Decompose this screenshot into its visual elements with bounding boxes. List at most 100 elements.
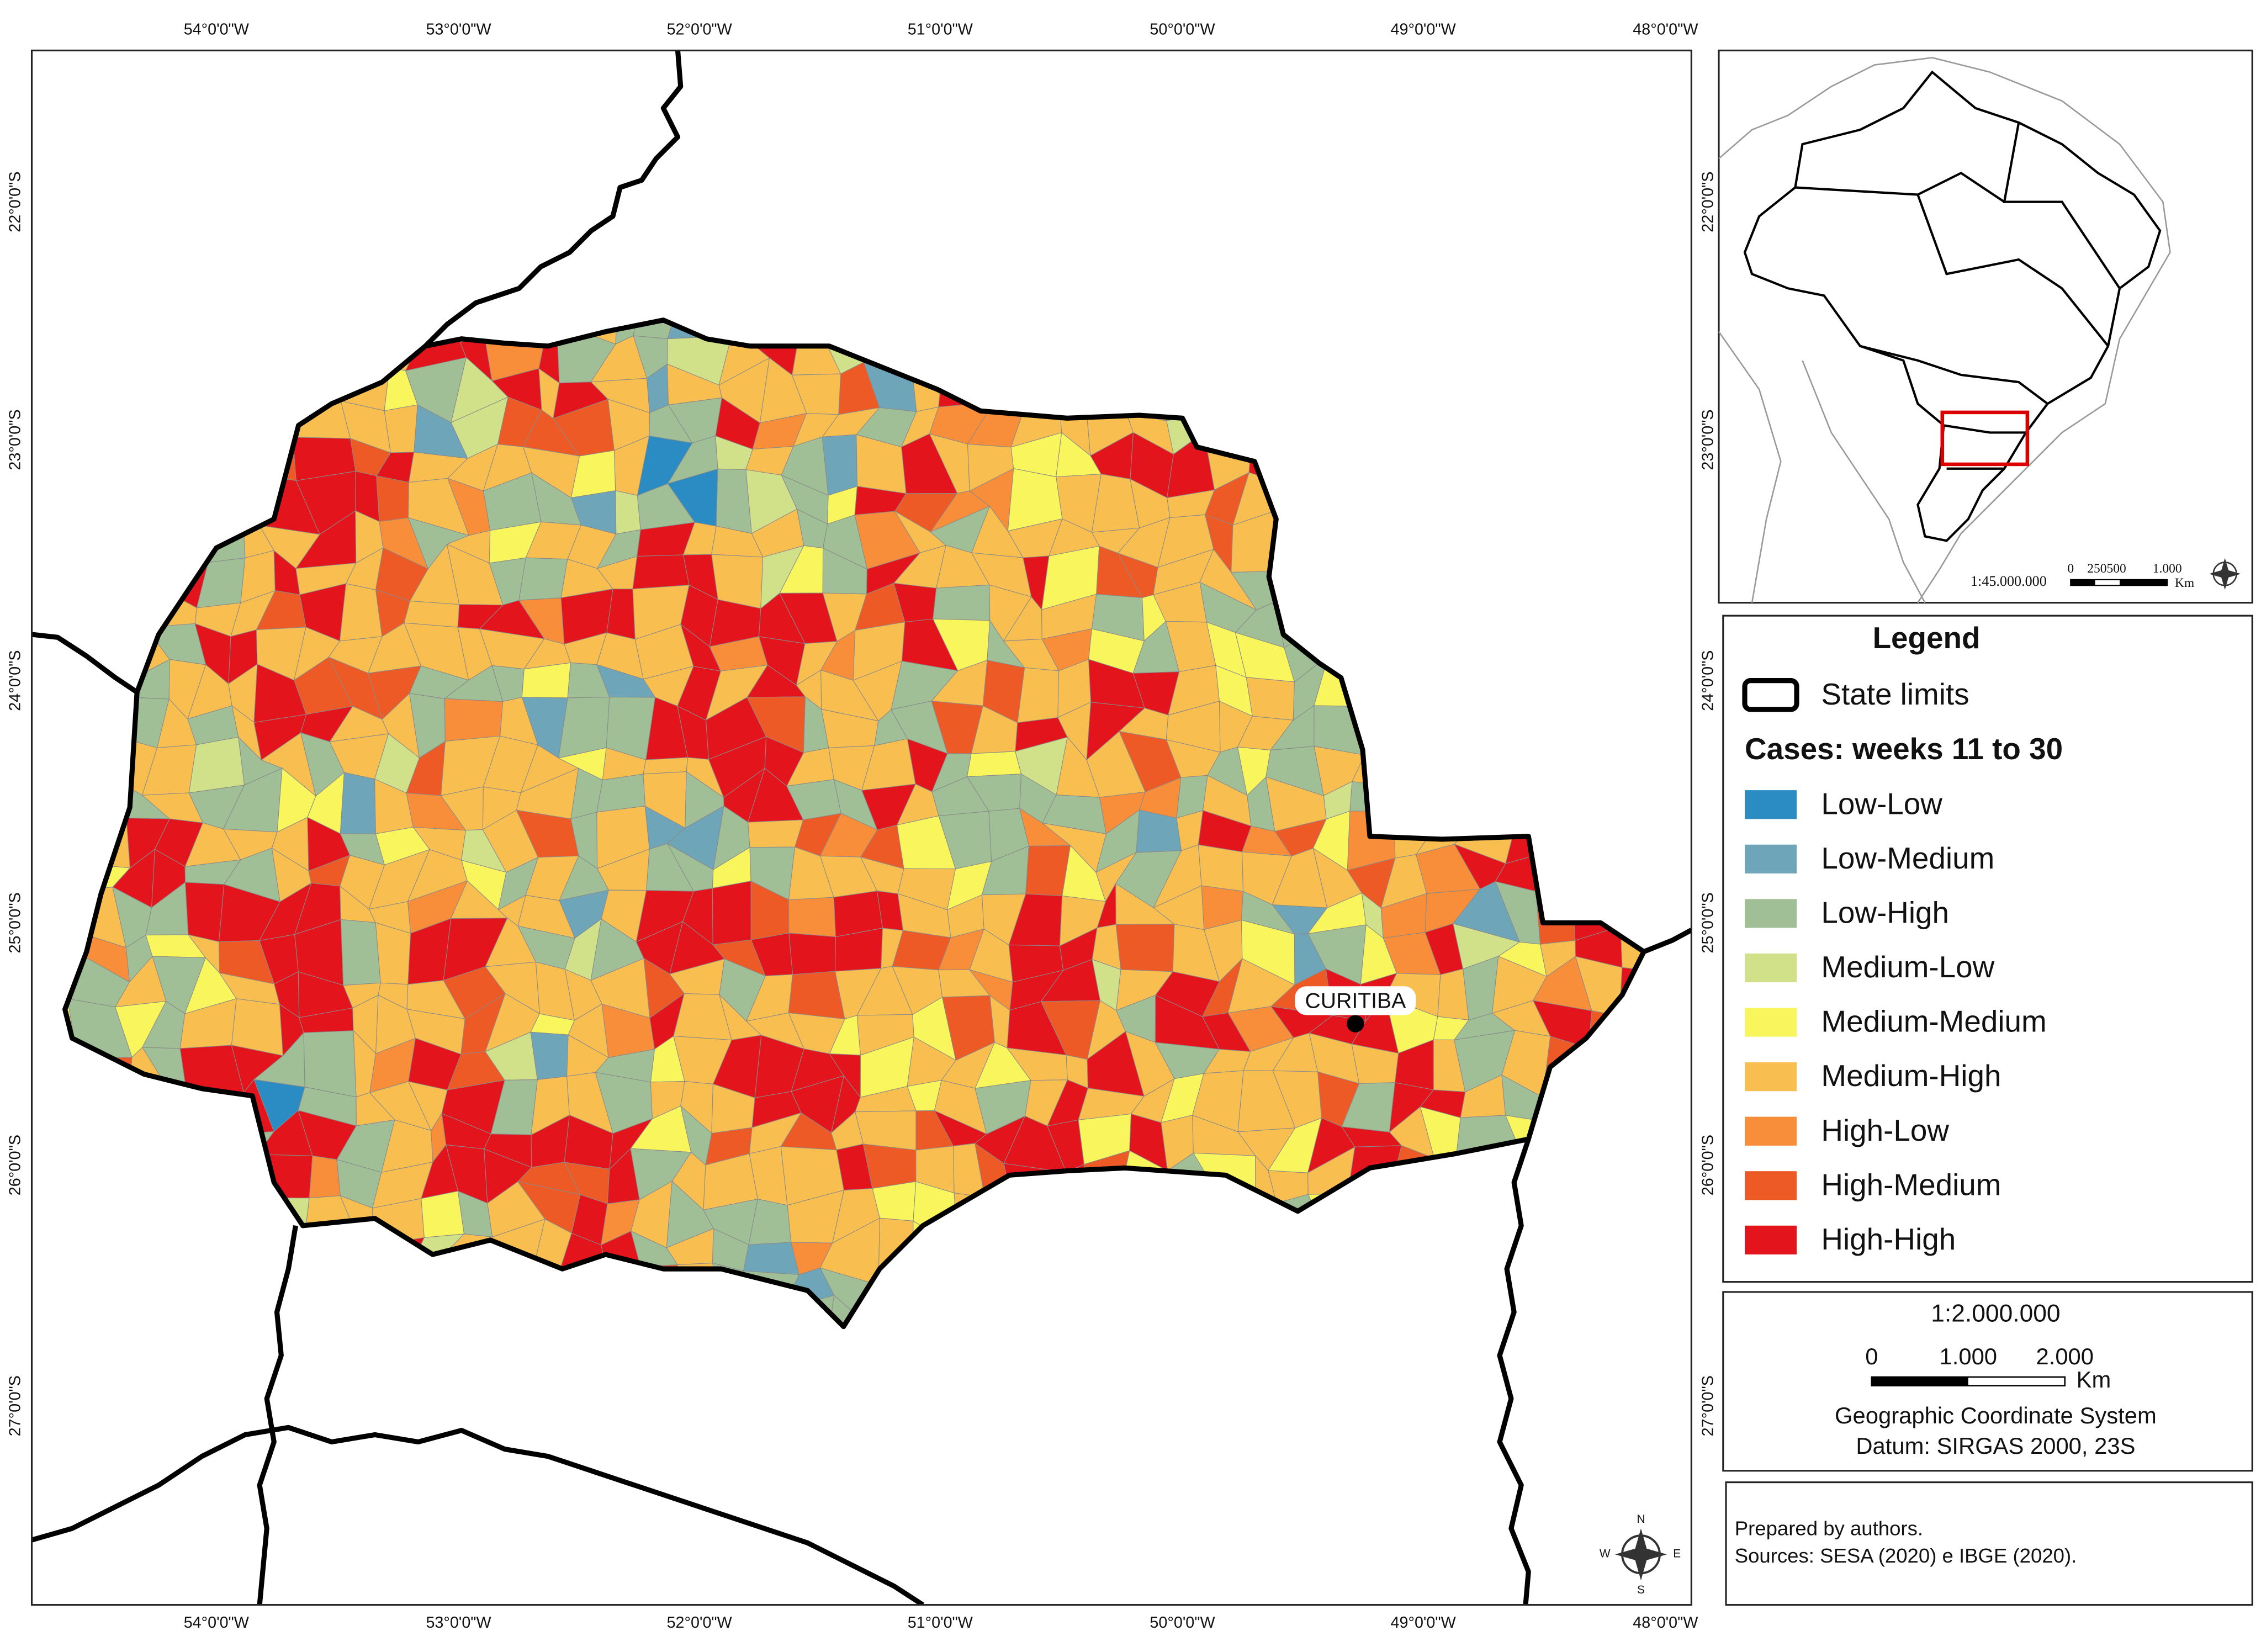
municipality <box>376 475 409 522</box>
compass-w: W <box>1600 1548 1611 1560</box>
coordinate-system: Geographic Coordinate System <box>1835 1402 2157 1428</box>
city-label: CURITIBA <box>1305 989 1407 1013</box>
inset-scale-bar-fill <box>2071 579 2095 586</box>
municipality <box>872 1181 917 1221</box>
municipality <box>712 881 751 945</box>
municipality <box>596 774 645 813</box>
legend-label: State limits <box>1821 677 1969 711</box>
latitude-label: 24°0'0"S <box>6 650 24 711</box>
map-frame <box>30 49 1692 1606</box>
compass: N E S W <box>1600 1513 1681 1596</box>
legend-swatch <box>1745 953 1797 983</box>
legend-swatch <box>1745 1062 1797 1092</box>
legend-swatch <box>1745 1116 1797 1146</box>
inset-brazil <box>1743 70 2162 542</box>
notes-frame <box>1725 1481 2253 1606</box>
longitude-label: 54°0'0"W <box>184 1614 250 1632</box>
longitude-label: 51°0'0"W <box>908 1614 973 1632</box>
latitude-label: 27°0'0"S <box>6 1375 24 1436</box>
municipality <box>384 404 418 453</box>
latitude-label: 25°0'0"S <box>6 892 24 953</box>
municipality <box>748 819 804 848</box>
longitude-label: 54°0'0"W <box>184 20 250 38</box>
city-label-halo <box>1295 986 1416 1015</box>
municipality <box>788 933 836 975</box>
municipality <box>643 757 689 775</box>
legend-swatch <box>1745 844 1797 873</box>
datum: Datum: SIRGAS 2000, 23S <box>1856 1433 2135 1459</box>
legend-label: High-Medium <box>1821 1167 2001 1201</box>
municipality <box>1115 924 1175 972</box>
note: Sources: SESA (2020) e IBGE (2020). <box>1735 1544 2077 1567</box>
compass-n: N <box>1637 1513 1645 1526</box>
municipality <box>824 1295 857 1327</box>
inset-scale-tick: 250500 <box>2087 562 2126 576</box>
municipality <box>1017 667 1060 723</box>
municipality <box>966 751 1022 777</box>
latitude-label: 25°0'0"S <box>1699 892 1717 953</box>
inset-compass <box>2209 558 2241 590</box>
municipality <box>1198 844 1244 892</box>
longitude-label: 49°0'0"W <box>1391 20 1457 38</box>
legend-label: High-Low <box>1821 1113 1949 1147</box>
latitude-label: 27°0'0"S <box>1699 1375 1717 1436</box>
legend-label: Low-Low <box>1821 786 1942 820</box>
longitude-label: 53°0'0"W <box>426 20 491 38</box>
inset-scale-tick: 0 <box>2067 562 2074 576</box>
compass-s: S <box>1637 1584 1645 1596</box>
scale-tick: 2.000 <box>2036 1343 2094 1369</box>
municipality <box>340 919 381 986</box>
municipality <box>743 1242 799 1275</box>
scale-tick: 0 <box>1865 1343 1878 1369</box>
scale-tick: 1.000 <box>1940 1343 1998 1369</box>
legend-subtitle: Cases: weeks 11 to 30 <box>1745 732 2063 766</box>
longitude-label: 52°0'0"W <box>667 1614 733 1632</box>
legend-swatch <box>1745 790 1797 819</box>
inset-south-america <box>1718 57 2171 603</box>
longitude-label: 52°0'0"W <box>667 20 733 38</box>
municipality <box>632 554 690 590</box>
municipality <box>530 1031 569 1081</box>
neighbour-borders <box>31 50 1692 1605</box>
longitude-label: 48°0'0"W <box>1633 20 1698 38</box>
legend-frame <box>1722 615 2253 1283</box>
municipality <box>184 882 225 943</box>
municipality <box>716 468 752 534</box>
legend-swatch <box>1745 899 1797 928</box>
latitude-label: 22°0'0"S <box>1699 172 1717 232</box>
municipality <box>518 557 568 601</box>
latitude-label: 26°0'0"S <box>6 1135 24 1195</box>
border-line <box>1497 1138 1531 1605</box>
legend-swatch-state <box>1742 678 1799 712</box>
inset-scale-ratio: 1:45.000.000 <box>1971 573 2047 589</box>
scale-ratio: 1:2.000.000 <box>1931 1300 2060 1327</box>
municipality <box>788 897 836 938</box>
longitude-label: 49°0'0"W <box>1391 1614 1457 1632</box>
scale-bar-fill <box>1871 1376 1968 1386</box>
latitude-label: 23°0'0"S <box>1699 409 1717 470</box>
inset-scale-unit: Km <box>2175 576 2194 590</box>
border-line <box>257 1225 298 1605</box>
municipality <box>862 1143 917 1189</box>
compass-e: E <box>1673 1548 1681 1560</box>
border-line <box>423 50 684 348</box>
municipality <box>309 1155 341 1199</box>
border-line <box>31 632 139 695</box>
longitude-label: 48°0'0"W <box>1633 1614 1698 1632</box>
border-line <box>31 1425 924 1605</box>
inset-frame <box>1718 49 2253 604</box>
longitude-label: 50°0'0"W <box>1150 20 1215 38</box>
municipality <box>615 490 641 534</box>
state-limit <box>62 317 1646 1330</box>
legend-label: Low-High <box>1821 895 1949 929</box>
border-line <box>1643 928 1692 954</box>
latitude-label: 24°0'0"S <box>1699 650 1717 711</box>
latitude-label: 22°0'0"S <box>6 172 24 232</box>
legend-label: Medium-Low <box>1821 950 1994 984</box>
legend-swatch <box>1745 1225 1797 1255</box>
longitude-label: 51°0'0"W <box>908 20 973 38</box>
longitude-label: 50°0'0"W <box>1150 1614 1215 1632</box>
inset-scale-bar-fill <box>2119 579 2168 586</box>
